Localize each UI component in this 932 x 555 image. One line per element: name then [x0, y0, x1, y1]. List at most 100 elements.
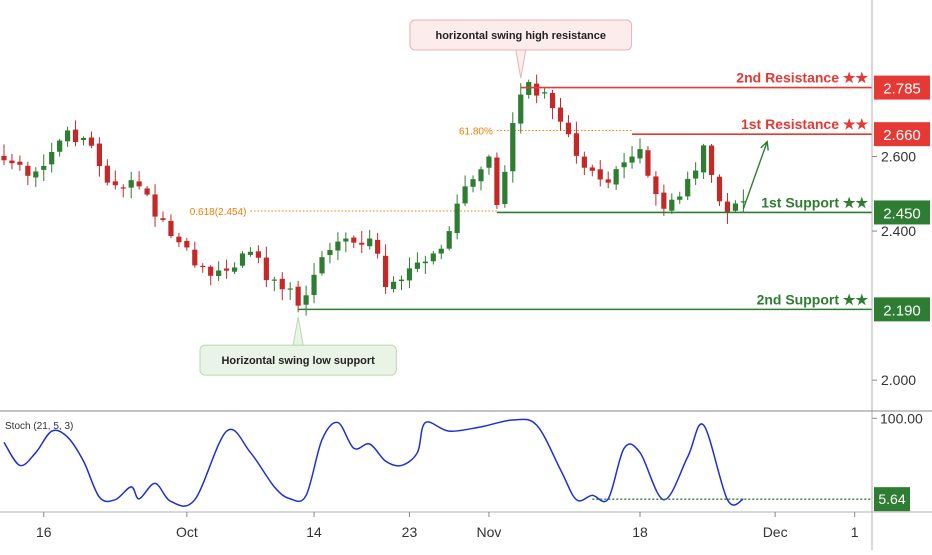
candle-body[interactable]	[645, 150, 651, 176]
candle-body[interactable]	[112, 181, 118, 186]
fib-label: 0.618(2.454)	[190, 207, 247, 218]
candle-body[interactable]	[621, 162, 627, 168]
candle-body[interactable]	[669, 199, 675, 211]
candle-body[interactable]	[589, 167, 595, 171]
candle-body[interactable]	[57, 140, 63, 152]
candle-body[interactable]	[629, 156, 635, 163]
candle-body[interactable]	[279, 278, 285, 290]
candle-body[interactable]	[557, 107, 564, 122]
candle-body[interactable]	[716, 176, 723, 202]
candle-body[interactable]	[208, 266, 214, 276]
candle-body[interactable]	[287, 288, 293, 290]
candle-body[interactable]	[398, 279, 405, 282]
candle-body[interactable]	[343, 238, 349, 242]
candle-body[interactable]	[136, 181, 142, 187]
candle-body[interactable]	[605, 179, 611, 183]
candle-body[interactable]	[271, 279, 277, 281]
candle-body[interactable]	[216, 270, 222, 277]
candle-body[interactable]	[9, 160, 15, 164]
candle-body[interactable]	[65, 130, 71, 142]
candle-body[interactable]	[708, 145, 715, 175]
candle-body[interactable]	[510, 123, 516, 172]
candle-body[interactable]	[701, 145, 707, 173]
candle-body[interactable]	[367, 238, 373, 247]
candle-body[interactable]	[295, 286, 301, 306]
candle-body[interactable]	[128, 180, 134, 188]
candle-body[interactable]	[542, 92, 548, 94]
candle-body[interactable]	[359, 242, 365, 245]
candle-body[interactable]	[49, 152, 55, 165]
candle-body[interactable]	[311, 274, 317, 296]
candle-body[interactable]	[319, 257, 325, 274]
candle-body[interactable]	[462, 186, 468, 204]
candle-body[interactable]	[88, 137, 95, 146]
candle-body[interactable]	[581, 156, 587, 168]
candle-body[interactable]	[677, 196, 683, 200]
candle-body[interactable]	[526, 82, 532, 95]
candle-body[interactable]	[597, 169, 603, 180]
candle-body[interactable]	[33, 171, 39, 178]
candle-body[interactable]	[406, 268, 413, 281]
candle-body[interactable]	[740, 201, 746, 203]
candle-body[interactable]	[573, 133, 579, 156]
candle-body[interactable]	[184, 240, 190, 248]
candle-body[interactable]	[144, 188, 150, 195]
candle-body[interactable]	[327, 250, 333, 256]
candle-body[interactable]	[335, 241, 341, 251]
candle-body[interactable]	[454, 203, 460, 234]
candle-body[interactable]	[685, 178, 691, 197]
candle-body[interactable]	[724, 201, 731, 213]
candle-body[interactable]	[661, 192, 667, 209]
candle-body[interactable]	[470, 179, 476, 187]
candle-body[interactable]	[41, 165, 47, 170]
candle-body[interactable]	[351, 237, 357, 243]
candle-body[interactable]	[247, 251, 254, 255]
candle-body[interactable]	[200, 265, 206, 268]
candle-body[interactable]	[1, 155, 7, 161]
candle-body[interactable]	[518, 94, 524, 124]
candle-body[interactable]	[486, 156, 492, 168]
candle-body[interactable]	[168, 220, 174, 237]
candle-body[interactable]	[494, 157, 500, 205]
candle-body[interactable]	[549, 93, 556, 109]
candlesticks[interactable]	[1, 74, 746, 316]
candle-body[interactable]	[160, 218, 166, 220]
price-tag-label: 2.785	[883, 81, 921, 98]
candle-body[interactable]	[438, 248, 444, 254]
candle-body[interactable]	[104, 165, 110, 183]
candle-body[interactable]	[255, 251, 261, 258]
candle-body[interactable]	[80, 137, 87, 140]
candle-body[interactable]	[17, 161, 23, 165]
candle-body[interactable]	[152, 194, 158, 217]
candle-body[interactable]	[430, 253, 436, 262]
candle-body[interactable]	[446, 231, 452, 249]
candle-body[interactable]	[176, 236, 182, 243]
candle-body[interactable]	[502, 171, 508, 204]
candle-body[interactable]	[478, 169, 484, 182]
candle-body[interactable]	[25, 165, 31, 176]
candle-body[interactable]	[390, 281, 397, 290]
candle-body[interactable]	[224, 268, 230, 271]
candle-body[interactable]	[375, 239, 381, 254]
candle-body[interactable]	[613, 169, 619, 185]
y-tick-label: 2.600	[881, 149, 916, 165]
candle-body[interactable]	[303, 295, 309, 305]
candle-body[interactable]	[414, 262, 420, 269]
candle-body[interactable]	[422, 261, 428, 264]
candle-body[interactable]	[732, 203, 738, 211]
candle-body[interactable]	[383, 255, 389, 287]
candle-body[interactable]	[239, 253, 246, 266]
fib-label: 61.80%	[459, 126, 493, 137]
candle-body[interactable]	[693, 170, 699, 179]
candle-body[interactable]	[534, 83, 540, 96]
candle-body[interactable]	[120, 187, 126, 189]
candle-body[interactable]	[72, 129, 79, 143]
candle-body[interactable]	[231, 267, 238, 272]
candle-body[interactable]	[637, 149, 643, 159]
candle-body[interactable]	[653, 176, 659, 194]
candle-body[interactable]	[263, 257, 269, 281]
candle-body[interactable]	[565, 122, 572, 135]
candle-body[interactable]	[96, 143, 102, 167]
candle-body[interactable]	[192, 249, 198, 266]
